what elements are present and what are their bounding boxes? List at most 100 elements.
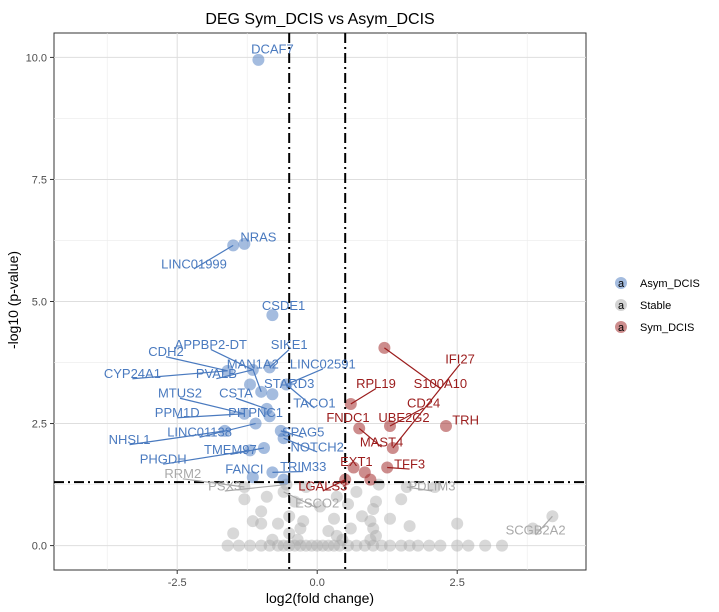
legend-label: Asym_DCIS xyxy=(640,278,700,290)
point-stable xyxy=(294,522,307,535)
gene-label: SPAG5 xyxy=(282,425,324,440)
point-stable xyxy=(423,539,436,552)
gene-label: PPM1D xyxy=(155,405,200,420)
gene-label: MAST4 xyxy=(360,435,403,450)
label-leader-line xyxy=(179,397,245,415)
point-stable xyxy=(328,539,340,552)
gene-label: MTUS2 xyxy=(158,386,202,401)
gene-labels: DCAF7 NRAS LINC01999 CSDE1 APPBP2-DT SIKE1 CDH… xyxy=(104,42,566,538)
gene-label: S100A10 xyxy=(414,376,468,391)
gene-label: RRM2 xyxy=(164,466,201,481)
label-leader-line xyxy=(129,430,225,446)
point-stable xyxy=(364,533,377,546)
legend-key xyxy=(615,299,627,311)
point-stable xyxy=(272,539,284,552)
legend-key xyxy=(615,277,627,289)
point-asym xyxy=(238,237,251,250)
point-stable xyxy=(227,527,240,540)
point-asym xyxy=(263,410,276,423)
point-stable xyxy=(283,539,296,552)
point-stable xyxy=(384,539,396,552)
gene-label: SIKE1 xyxy=(271,337,308,352)
x-tick-label: 2.5 xyxy=(450,577,465,589)
x-tick-label: -2.5 xyxy=(168,577,187,589)
label-leader-line xyxy=(286,368,324,386)
cutoff-lines xyxy=(54,33,586,570)
y-axis-title: -log10 (p-value) xyxy=(5,251,21,349)
label-leader-line xyxy=(406,486,433,492)
label-leader-line xyxy=(286,384,315,409)
point-asym xyxy=(246,471,259,484)
point-sym xyxy=(347,461,360,474)
label-leader-line xyxy=(283,491,318,509)
point-stable xyxy=(266,533,279,546)
point-stable xyxy=(336,533,349,546)
gene-label: RPL19 xyxy=(356,376,396,391)
label-leader-line xyxy=(280,430,304,438)
label-leader-line xyxy=(182,478,245,488)
point-stable xyxy=(364,515,377,528)
point-stable xyxy=(375,539,388,552)
gene-label: EXT1 xyxy=(340,454,373,469)
label-leader-line xyxy=(358,427,382,448)
label-leader-line xyxy=(224,483,287,492)
point-stable xyxy=(328,512,340,525)
gene-label: LINC01138 xyxy=(167,425,232,440)
point-stable xyxy=(316,539,329,552)
y-tick-label: 7.5 xyxy=(32,174,47,186)
chart-title: DEG Sym_DCIS vs Asym_DCIS xyxy=(205,11,434,28)
point-stable xyxy=(263,539,276,552)
point-stable xyxy=(496,539,508,552)
point-stable xyxy=(314,500,326,513)
point-stable xyxy=(255,517,268,530)
gene-label: CSTA xyxy=(219,386,253,401)
gene-label: TFF3 xyxy=(394,456,425,471)
gene-label: TRIM33 xyxy=(280,459,326,474)
point-stable xyxy=(291,533,304,546)
gene-label: FANCI xyxy=(225,461,263,476)
label-leader-line xyxy=(235,397,267,410)
gene-label: PVALB xyxy=(196,366,237,381)
point-asym xyxy=(252,53,265,66)
point-stable xyxy=(451,539,464,552)
gene-label: PDLIM3 xyxy=(409,478,456,493)
point-stable xyxy=(350,485,363,498)
label-leader-line xyxy=(177,413,245,419)
point-stable xyxy=(350,539,363,552)
gene-label: TMEM97 xyxy=(204,442,257,457)
gene-label: SCGB2A2 xyxy=(506,522,566,537)
gene-label: CYP24A1 xyxy=(104,366,161,381)
point-asym xyxy=(244,378,256,391)
point-stable xyxy=(412,539,424,552)
label-leader-line xyxy=(384,347,441,389)
label-leader-line xyxy=(535,515,553,536)
label-leader-line xyxy=(216,369,253,380)
label-leader-line xyxy=(132,370,228,380)
label-leader-line xyxy=(392,363,461,449)
point-stable xyxy=(294,539,307,552)
gene-label: APPBP2-DT xyxy=(175,337,247,352)
label-leader-line xyxy=(252,368,262,393)
point-stable xyxy=(272,517,284,530)
point-stable xyxy=(260,490,273,503)
gene-label: IFI27 xyxy=(445,352,475,367)
point-stable xyxy=(358,539,371,552)
point-stable xyxy=(384,512,396,525)
point-stable xyxy=(367,502,380,515)
y-axis-ticks: 0.0 2.5 5.0 7.5 10.0 xyxy=(26,52,54,553)
gene-label: LINC02591 xyxy=(290,356,356,371)
point-stable xyxy=(330,490,343,503)
gene-label: CDH2 xyxy=(148,344,183,359)
point-stable xyxy=(370,495,382,508)
point-stable xyxy=(356,510,368,523)
point-asym xyxy=(277,473,290,486)
point-sym xyxy=(440,419,452,432)
point-stable xyxy=(255,539,268,552)
label-leader-line xyxy=(389,407,424,427)
point-stable xyxy=(297,515,310,528)
label-leader-line xyxy=(163,449,251,465)
label-leader-line xyxy=(283,437,318,453)
legend-key-glyph: a xyxy=(618,300,625,312)
legend-key-glyph: a xyxy=(618,322,625,334)
